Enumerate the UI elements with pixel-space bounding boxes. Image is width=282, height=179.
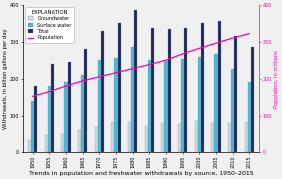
Bar: [118, 23, 121, 153]
Bar: [214, 54, 217, 153]
Bar: [245, 122, 248, 153]
Bar: [228, 123, 231, 153]
Bar: [195, 122, 198, 153]
Bar: [161, 123, 164, 153]
Bar: [84, 49, 87, 153]
Bar: [248, 82, 251, 153]
Bar: [184, 28, 187, 153]
Bar: [217, 21, 221, 153]
Bar: [51, 64, 54, 153]
Bar: [134, 10, 137, 153]
Bar: [164, 61, 168, 153]
Bar: [28, 140, 31, 153]
Bar: [111, 122, 114, 153]
Bar: [45, 135, 48, 153]
Bar: [101, 31, 104, 153]
Bar: [234, 36, 237, 153]
Bar: [95, 127, 98, 153]
Bar: [148, 60, 151, 153]
Y-axis label: Population, in millions: Population, in millions: [274, 50, 279, 108]
Bar: [145, 125, 148, 153]
Bar: [231, 69, 234, 153]
Bar: [128, 122, 131, 153]
Legend: Groundwater, Surface water, Total, Population: Groundwater, Surface water, Total, Popul…: [25, 7, 74, 43]
Bar: [251, 47, 254, 153]
Bar: [168, 29, 171, 153]
Bar: [198, 57, 201, 153]
Y-axis label: Withdrawals, in billion gallons per day: Withdrawals, in billion gallons per day: [3, 28, 8, 129]
Bar: [34, 86, 37, 153]
Bar: [68, 62, 70, 153]
Bar: [48, 86, 51, 153]
Bar: [78, 130, 81, 153]
X-axis label: Trends in population and freshwater withdrawals by source, 1950–2015: Trends in population and freshwater with…: [29, 171, 253, 176]
Bar: [31, 101, 34, 153]
Bar: [114, 58, 118, 153]
Bar: [212, 123, 214, 153]
Bar: [151, 28, 154, 153]
Bar: [178, 124, 181, 153]
Bar: [98, 60, 101, 153]
Bar: [81, 75, 84, 153]
Bar: [181, 59, 184, 153]
Bar: [131, 47, 134, 153]
Bar: [61, 134, 65, 153]
Bar: [65, 82, 68, 153]
Bar: [201, 23, 204, 153]
